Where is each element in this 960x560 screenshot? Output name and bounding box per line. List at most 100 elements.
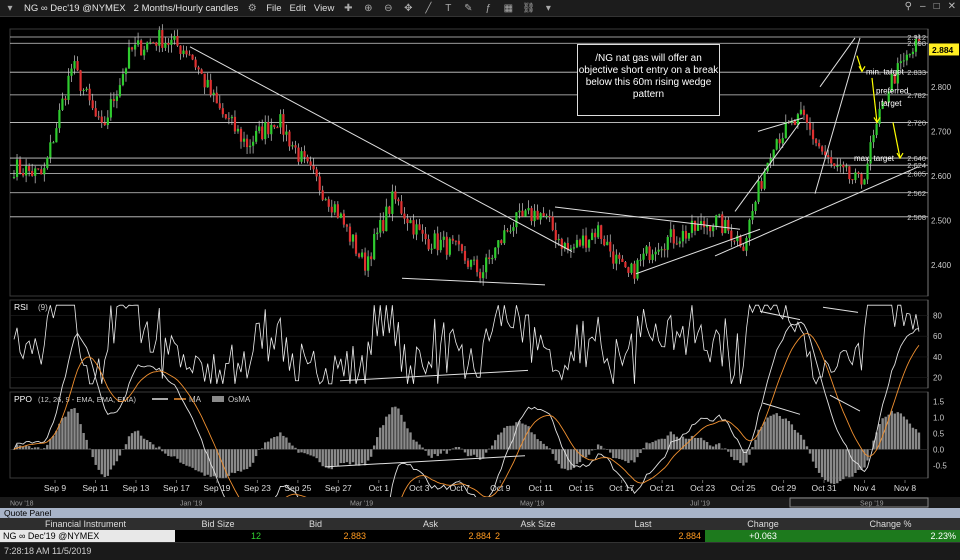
wedge-top-line (757, 117, 804, 132)
header-change-pct[interactable]: Change % (869, 519, 912, 529)
pin-icon[interactable]: ⚲ (904, 1, 912, 12)
osma-bar (869, 449, 872, 450)
osma-bar (276, 436, 279, 450)
osma-bar (624, 449, 627, 462)
header-last[interactable]: Last (634, 519, 652, 529)
osma-bar (118, 449, 122, 456)
symbol-dropdown-icon[interactable]: ▾ (7, 2, 13, 14)
candle-body (64, 98, 67, 100)
header-ask[interactable]: Ask (422, 519, 438, 529)
candle-body (557, 239, 560, 241)
candle-body (230, 116, 234, 119)
minimize-icon[interactable]: – (920, 1, 926, 12)
candle-body (866, 163, 869, 180)
candle-body (666, 236, 669, 250)
text-tool-icon[interactable]: T (445, 2, 452, 14)
candle-body (403, 213, 406, 219)
osma-bar (636, 449, 639, 458)
osma-bar (342, 449, 346, 464)
osma-bar (757, 429, 760, 450)
quote-data-row[interactable]: NG ∞ Dec'19 @NYMEX 12 2.883 2.884 2 2.88… (0, 530, 960, 542)
preferred-target-arrow-head (873, 117, 881, 124)
osma-bar (297, 449, 300, 453)
candle-body (863, 179, 866, 185)
candle-body (21, 173, 25, 176)
header-instrument[interactable]: Financial Instrument (44, 519, 127, 529)
candle-body (215, 92, 218, 104)
overview-window (789, 497, 929, 508)
candle-body (397, 199, 400, 202)
header-change[interactable]: Change (747, 519, 779, 529)
timeframe-label[interactable]: 2 Months/Hourly candles (133, 2, 239, 14)
candle-body (382, 220, 385, 232)
osma-bar (67, 411, 70, 450)
osma-bar (742, 449, 745, 466)
preferred-target-label-2: target (881, 99, 902, 108)
more-dropdown-icon[interactable]: ▾ (545, 2, 551, 14)
osma-bar (814, 449, 818, 469)
close-icon[interactable]: ✕ (947, 1, 956, 12)
header-bid[interactable]: Bid (308, 519, 322, 529)
candle-body (594, 232, 597, 238)
header-ask-size[interactable]: Ask Size (520, 519, 556, 529)
overview-strip (0, 497, 960, 508)
candle-body (118, 85, 122, 97)
preferred-target-arrow (871, 77, 878, 123)
osma-bar (397, 408, 400, 450)
candle-body (497, 240, 500, 248)
candle-body (872, 135, 875, 143)
candle-body (203, 73, 206, 88)
osma-bar (279, 432, 282, 450)
osma-bar (799, 434, 803, 450)
candle-body (197, 67, 200, 70)
link-icon[interactable]: ⛓ (522, 2, 536, 14)
osma-bar (500, 432, 503, 450)
zoom-in-icon[interactable]: ⊕ (364, 2, 373, 14)
osma-bar (902, 416, 906, 450)
candle-body (245, 138, 249, 148)
candle-body (772, 149, 775, 159)
osma-bar (863, 449, 866, 468)
osma-bar (233, 449, 237, 474)
candle-body (370, 256, 373, 260)
candle-body (491, 258, 494, 260)
chart-area[interactable]: 2.9122.8982.8332.7822.7202.6402.6242.605… (0, 18, 960, 508)
osma-bar (360, 449, 364, 464)
trendline-icon[interactable]: ╱ (425, 2, 432, 14)
osma-bar (433, 449, 436, 455)
osma-bar (409, 432, 412, 450)
osma-bar (354, 449, 358, 465)
osma-bar (273, 437, 276, 450)
layout-icon[interactable]: ▦ (503, 2, 514, 14)
zoom-out-icon[interactable]: ⊖ (384, 2, 393, 14)
osma-bar (176, 449, 179, 459)
candle-body (255, 130, 258, 142)
x-tick-label: Oct 29 (771, 483, 796, 493)
menu-view[interactable]: View (313, 2, 335, 14)
candle-body (802, 109, 806, 115)
menu-edit[interactable]: Edit (289, 2, 306, 14)
candle-body (103, 122, 106, 126)
candle-body (808, 122, 812, 130)
candle-body (469, 259, 473, 267)
candle-body (460, 244, 464, 251)
header-bid-size[interactable]: Bid Size (201, 519, 235, 529)
symbol-label[interactable]: NG ∞ Dec'19 @NYMEX (24, 2, 126, 14)
indicator-icon[interactable]: ƒ (485, 2, 492, 14)
osma-bar (527, 426, 530, 450)
pan-icon[interactable]: ✥ (404, 2, 413, 14)
osma-bar (681, 436, 685, 450)
x-tick-label: Oct 25 (731, 483, 756, 493)
level-label: 2.508 (907, 213, 926, 222)
osma-bar (826, 449, 830, 482)
x-tick-label: Nov 8 (894, 483, 916, 493)
menu-file[interactable]: File (266, 2, 282, 14)
candle-body (70, 68, 73, 76)
maximize-icon[interactable]: □ (933, 1, 940, 12)
crosshair-icon[interactable]: ✚ (344, 2, 353, 14)
drawing-tools-icon[interactable]: ✎ (464, 2, 473, 14)
price-tick-label: 2.800 (931, 83, 952, 92)
settings-gear-icon[interactable]: ⚙ (247, 2, 257, 14)
candle-body (439, 239, 442, 251)
osma-bar (179, 449, 182, 463)
